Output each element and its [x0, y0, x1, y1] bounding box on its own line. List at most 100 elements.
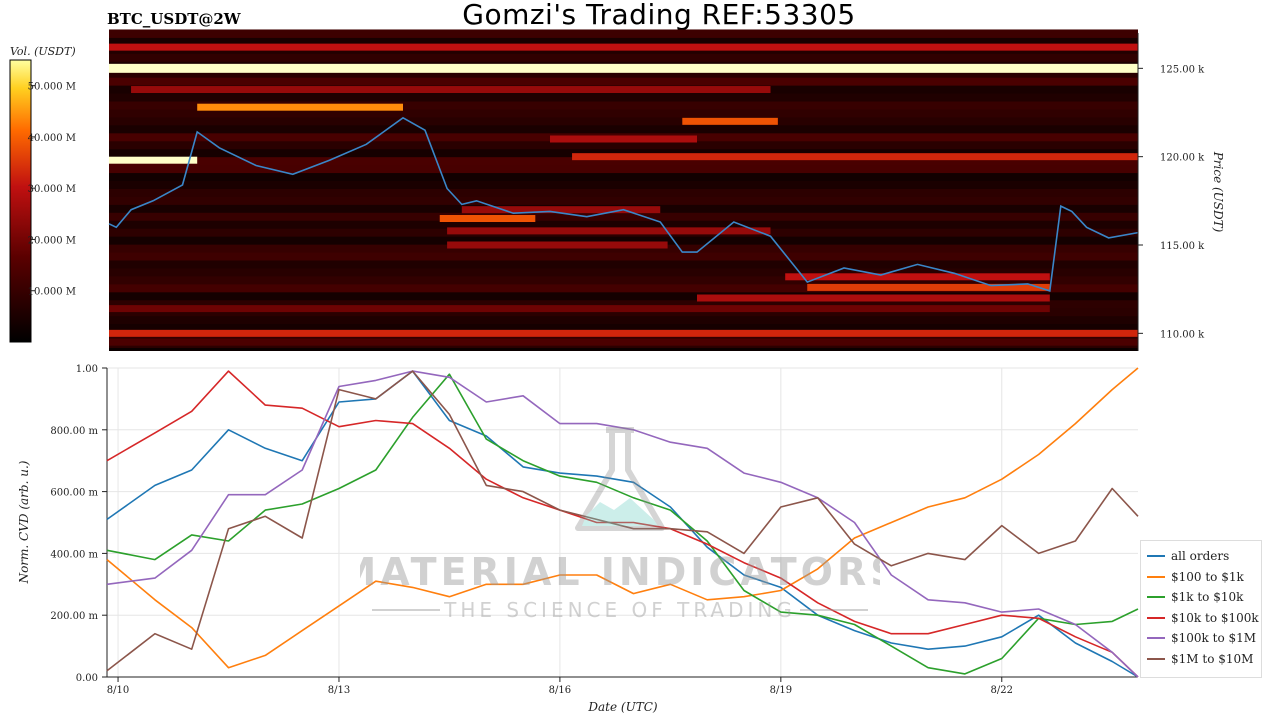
heatmap-band — [785, 273, 1050, 281]
legend-item: $10k to $100k — [1147, 609, 1259, 627]
heatmap-bands — [109, 43, 1138, 346]
heatmap-row — [109, 29, 1138, 38]
heatmap-row — [109, 212, 1138, 221]
heatmap-band — [439, 215, 536, 222]
heatmap-row — [109, 140, 1138, 150]
heatmap-row — [109, 267, 1138, 277]
legend-swatch — [1147, 555, 1165, 557]
legend-item: $1M to $10M — [1147, 650, 1253, 668]
heatmap-row — [109, 77, 1138, 86]
heatmap-band — [109, 43, 1138, 51]
heatmap-row — [109, 275, 1138, 285]
heatmap-band — [461, 206, 661, 214]
colorbar-tick-label: 20.000 M — [28, 235, 76, 246]
heatmap-row — [109, 299, 1138, 309]
cvd-series-line — [106, 367, 1139, 669]
cvd-series-line — [106, 370, 1139, 678]
cvd-y-tick-label: 200.00 m — [50, 611, 98, 622]
legend-item: all orders — [1147, 547, 1229, 565]
heatmap-band — [109, 156, 198, 164]
cvd-y-ticks: 0.00 200.00 m 400.00 m 600.00 m 800.00 m 1.00 — [50, 364, 107, 684]
cvd-series-line — [106, 370, 1139, 672]
heatmap-row — [109, 69, 1138, 78]
heatmap-row — [109, 53, 1138, 62]
cvd-x-ticks: 8/10 8/13 8/16 8/19 8/22 — [107, 677, 1013, 696]
heatmap-band — [697, 294, 1050, 302]
symbol-label: BTC_USDT@2W — [107, 10, 241, 28]
heatmap-band — [572, 153, 1138, 161]
cvd-panel: 0.00 200.00 m 400.00 m 600.00 m 800.00 m 1.00… — [17, 364, 1139, 714]
cvd-x-tick-label: 8/13 — [328, 685, 350, 696]
heatmap-band — [131, 86, 771, 94]
cvd-series-line — [106, 370, 1139, 678]
chart-title: Gomzi's Trading REF:53305 — [462, 0, 856, 31]
price-tick-label: 115.00 k — [1160, 241, 1205, 252]
heatmap-row — [109, 124, 1138, 134]
legend-label: $1k to $10k — [1171, 590, 1244, 604]
heatmap-row — [109, 236, 1138, 245]
legend-label: $10k to $100k — [1171, 610, 1259, 625]
legend-swatch — [1147, 657, 1165, 660]
heatmap-band — [109, 329, 1138, 337]
colorbar-tick-label: 30.000 M — [28, 184, 76, 195]
heatmap-row — [109, 37, 1138, 46]
heatmap-band — [550, 135, 697, 143]
heatmap-row — [109, 108, 1138, 118]
legend-swatch — [1147, 637, 1165, 639]
cvd-x-tick-label: 8/22 — [991, 685, 1013, 696]
legend-swatch — [1147, 575, 1165, 578]
legend-swatch — [1147, 616, 1165, 619]
heatmap-row — [109, 172, 1138, 182]
cvd-legend: all orders $100 to $1k $1k to $10k $10k to … — [1140, 540, 1262, 678]
cvd-y-tick-label: 400.00 m — [50, 549, 98, 560]
price-tick-label: 110.00 k — [1160, 329, 1205, 340]
heatmap-band — [109, 338, 1138, 346]
cvd-series-line — [106, 373, 1139, 675]
cvd-y-axis-label: Norm. CVD (arb. u.) — [17, 460, 31, 584]
heatmap-row — [109, 180, 1138, 189]
cvd-x-tick-label: 8/19 — [770, 685, 792, 696]
legend-item: $100 to $1k — [1147, 568, 1244, 586]
heatmap-row — [109, 116, 1138, 126]
legend-swatch — [1147, 596, 1165, 598]
heatmap-row — [109, 291, 1138, 301]
heatmap-band — [109, 305, 1050, 313]
heatmap-row — [109, 156, 1138, 166]
heatmap-row — [109, 315, 1138, 325]
legend-label: all orders — [1171, 549, 1230, 563]
legend-item: $100k to $1M — [1147, 629, 1256, 647]
heatmap-band — [807, 283, 1050, 291]
colorbar: Vol. (USDT) 10.000 M 20.000 M 30.000 M 40.0… — [9, 45, 76, 343]
heatmap-band — [447, 227, 771, 235]
heatmap-band — [682, 117, 778, 125]
legend-label: $100 to $1k — [1171, 569, 1244, 584]
cvd-x-tick-label: 8/16 — [549, 685, 571, 696]
price-line — [108, 116, 1139, 292]
heatmap-row — [109, 220, 1138, 229]
price-tick-label: 125.00 k — [1160, 64, 1205, 75]
heatmap-row — [109, 252, 1138, 261]
legend-label: $100k to $1M — [1171, 631, 1257, 645]
heatmap-band — [197, 103, 403, 111]
price-axis-label: Price (USDT) — [1211, 151, 1225, 233]
heatmap-row — [109, 188, 1138, 197]
colorbar-tick-label: 40.000 M — [28, 133, 76, 144]
heatmap-row — [109, 283, 1138, 293]
cvd-series-line — [106, 370, 1139, 678]
cvd-x-axis-label: Date (UTC) — [587, 700, 657, 714]
heatmap-row — [109, 164, 1138, 174]
heatmap-row — [109, 260, 1138, 269]
heatmap-row — [109, 148, 1138, 158]
cvd-y-tick-label: 1.00 — [76, 364, 98, 375]
colorbar-label: Vol. (USDT) — [10, 45, 76, 58]
price-axis-ticks: 110.00 k 115.00 k 120.00 k 125.00 k — [1138, 64, 1205, 340]
cvd-y-tick-label: 0.00 — [76, 673, 98, 684]
heatmap-row — [109, 93, 1138, 102]
legend-item: $1k to $10k — [1147, 588, 1243, 606]
cvd-x-tick-label: 8/10 — [107, 685, 129, 696]
price-tick-label: 120.00 k — [1160, 153, 1205, 164]
heatmap-row — [109, 101, 1138, 110]
heatmap-band — [447, 241, 668, 249]
heatmap-band — [109, 63, 1138, 73]
